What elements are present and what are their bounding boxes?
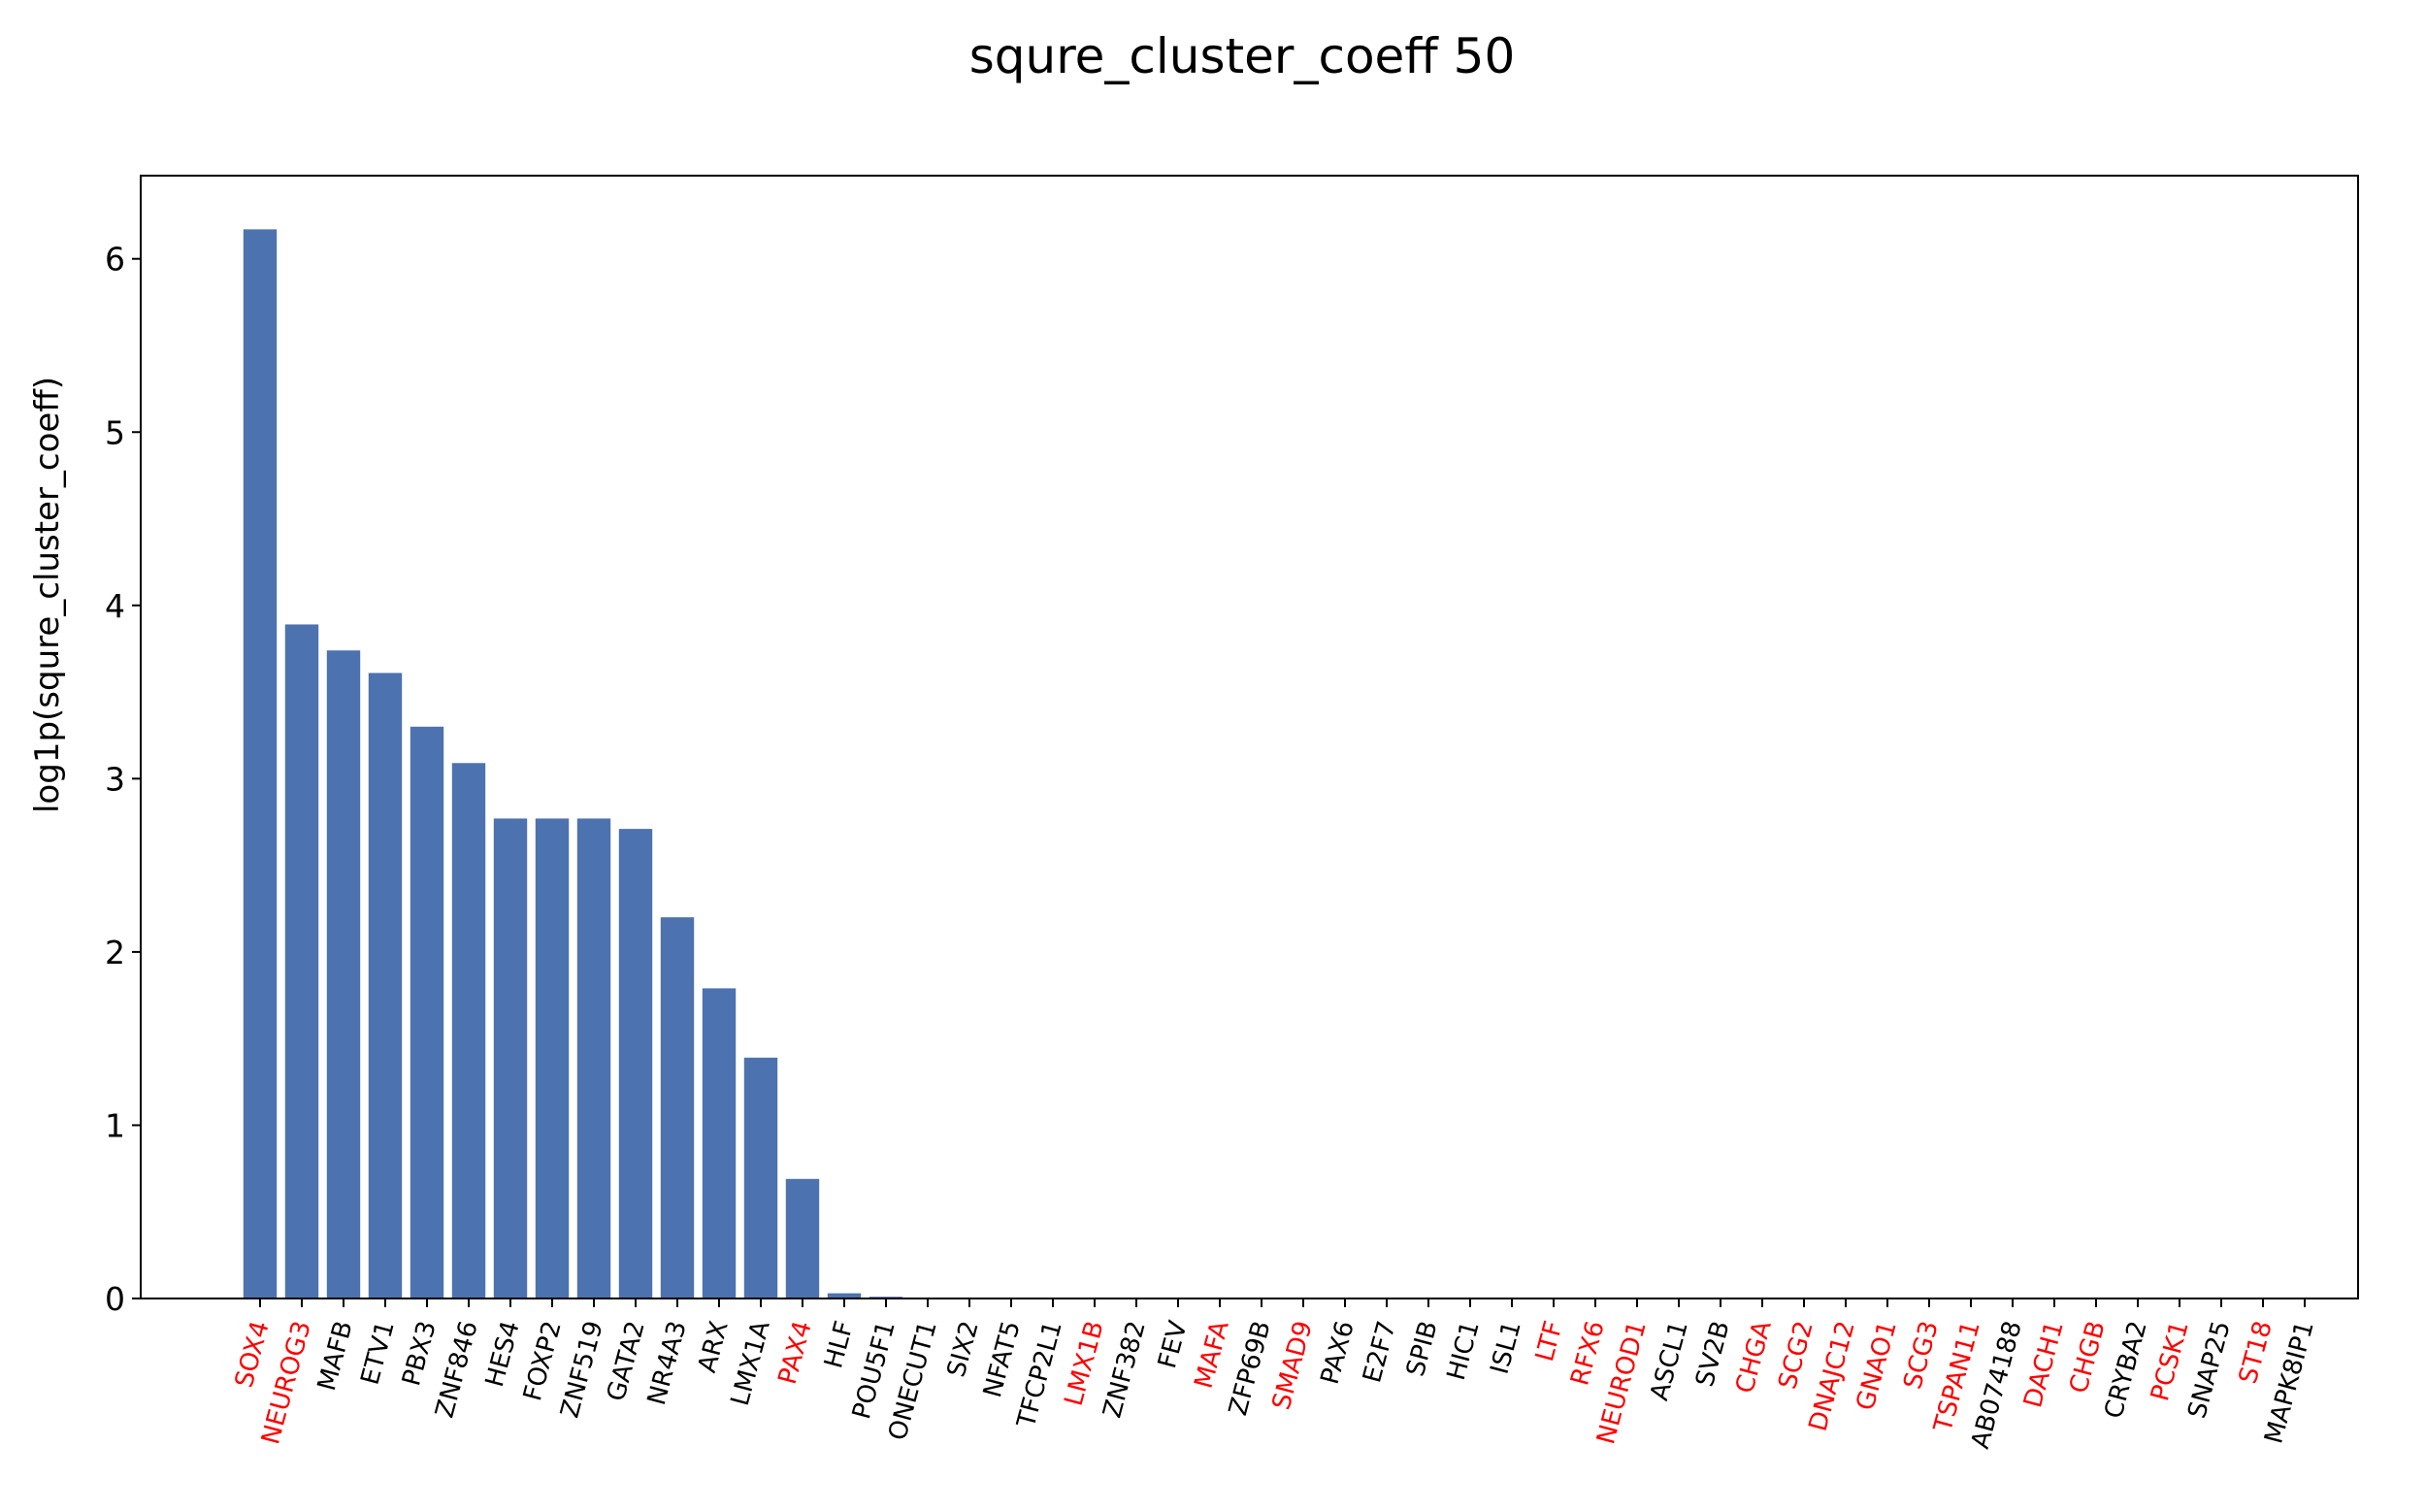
x-tick-label: CHGA <box>1730 1318 1778 1397</box>
y-tick-label: 2 <box>105 934 125 971</box>
x-tick-label: LTF <box>1530 1318 1569 1364</box>
x-tick-label: SCG2 <box>1773 1318 1819 1393</box>
x-tick-label: MAFA <box>1190 1318 1235 1392</box>
x-tick-label: PAX6 <box>1316 1318 1361 1388</box>
x-tick-label: SIX2 <box>942 1318 985 1380</box>
y-tick-label: 3 <box>105 760 125 798</box>
bars-group <box>243 229 903 1299</box>
y-tick-label: 5 <box>105 413 125 451</box>
x-tick-label: HIC1 <box>1442 1318 1486 1384</box>
x-tick-label: NFAT5 <box>978 1318 1027 1400</box>
bar-znf846 <box>451 763 486 1298</box>
x-tick-label: PBX3 <box>397 1318 443 1389</box>
y-axis: 0 1 2 3 4 5 6 <box>105 241 141 1318</box>
plot-frame <box>140 175 2359 1299</box>
bar-nr4a3 <box>660 917 695 1298</box>
x-tick-label: FEV <box>1153 1318 1194 1371</box>
bar-mafb <box>326 650 361 1298</box>
y-tick-label: 0 <box>105 1280 125 1318</box>
x-tick-label: ARX <box>693 1318 735 1376</box>
x-tick-label: FOXP2 <box>518 1318 568 1404</box>
x-tick-label: E2F7 <box>1358 1318 1402 1386</box>
x-tick-label: MAFB <box>312 1318 359 1394</box>
x-tick-label: ISL1 <box>1485 1318 1526 1377</box>
y-tick-label: 4 <box>105 587 125 625</box>
x-tick-label: CHGB <box>2064 1318 2112 1397</box>
bar-hlf <box>827 1293 862 1298</box>
x-tick-label: SPIB <box>1401 1318 1444 1379</box>
bar-gata2 <box>618 829 653 1298</box>
x-tick-label: SOX4 <box>230 1318 276 1391</box>
x-tick-label: LMX1A <box>726 1318 776 1409</box>
x-tick-label: PAX4 <box>773 1318 818 1388</box>
bar-foxp2 <box>535 818 570 1298</box>
x-tick-label: DACH1 <box>2018 1318 2070 1411</box>
chart-title: squre_cluster_coeff 50 <box>969 28 1516 84</box>
x-axis: SOX4NEUROG3MAFBETV1PBX3ZNF846HES4FOXP2ZN… <box>230 1298 2320 1452</box>
bar-znf519 <box>576 818 611 1298</box>
x-tick-label: PCSK1 <box>2146 1318 2195 1404</box>
y-axis-label: log1p(squre_cluster_coeff) <box>28 377 67 813</box>
x-tick-label: ST18 <box>2234 1318 2278 1387</box>
bar-sox4 <box>243 229 278 1299</box>
y-tick-label: 6 <box>105 241 125 279</box>
x-tick-label: SV2B <box>1690 1318 1736 1390</box>
bar-arx <box>702 988 737 1298</box>
x-tick-label: SCG3 <box>1898 1318 1944 1393</box>
x-tick-label: ETV1 <box>356 1318 401 1388</box>
bar-lmx1a <box>743 1057 778 1298</box>
y-tick-label: 1 <box>105 1106 125 1144</box>
bar-pax4 <box>785 1178 820 1298</box>
bar-pbx3 <box>410 726 444 1298</box>
x-tick-label: GATA2 <box>602 1318 651 1404</box>
x-tick-label: HES4 <box>480 1318 526 1390</box>
bar-hes4 <box>493 818 528 1298</box>
bar-neurog3 <box>284 624 319 1298</box>
x-tick-label: HLF <box>819 1318 860 1371</box>
x-tick-label: RFX6 <box>1565 1318 1610 1389</box>
bar-etv1 <box>368 673 403 1298</box>
x-tick-label: NR4A3 <box>642 1318 693 1408</box>
x-tick-label: ASCL1 <box>1645 1318 1694 1403</box>
